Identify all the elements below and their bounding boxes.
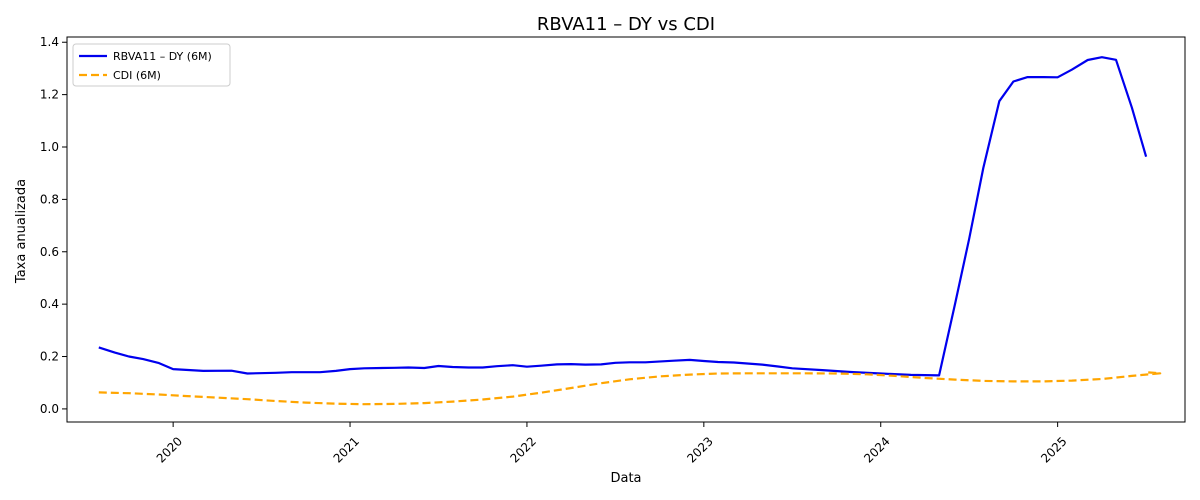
x-tick-label: 2022 — [507, 434, 538, 465]
y-tick-label: 1.0 — [40, 140, 59, 154]
legend-label-2: CDI (6M) — [113, 69, 161, 82]
y-tick-label: 0.8 — [40, 192, 59, 206]
x-tick-label: 2021 — [331, 434, 362, 465]
chart-title: RBVA11 – DY vs CDI — [537, 14, 715, 35]
y-tick-label: 0.4 — [40, 297, 59, 311]
x-tick-label: 2020 — [154, 434, 185, 465]
y-tick-label: 1.4 — [40, 35, 59, 49]
x-tick-label: 2023 — [684, 434, 715, 465]
x-tick-label: 2024 — [861, 434, 892, 465]
legend-box — [72, 43, 231, 87]
legend-label-1: RBVA11 – DY (6M) — [113, 50, 212, 63]
axes: 0.0 0.2 0.4 0.6 0.8 1.0 1.2 1.4 2020 2021 2022 2023… — [40, 35, 1186, 466]
series-line-2 — [98, 371, 1162, 406]
x-axis-label: Data — [610, 471, 641, 486]
y-tick-label: 0.2 — [40, 350, 59, 364]
y-tick-label: 1.2 — [40, 88, 59, 102]
y-tick-label: 0.6 — [40, 245, 59, 259]
series-line-1 — [98, 56, 1148, 377]
legend: RBVA11 – DY (6M) CDI (6M) — [72, 43, 231, 87]
y-axis-label: Taxa anualizada — [14, 179, 29, 284]
y-tick-label: 0.0 — [40, 402, 59, 416]
plot-frame — [66, 36, 1186, 423]
plot-area — [98, 56, 1162, 406]
x-tick-label: 2025 — [1038, 434, 1069, 465]
